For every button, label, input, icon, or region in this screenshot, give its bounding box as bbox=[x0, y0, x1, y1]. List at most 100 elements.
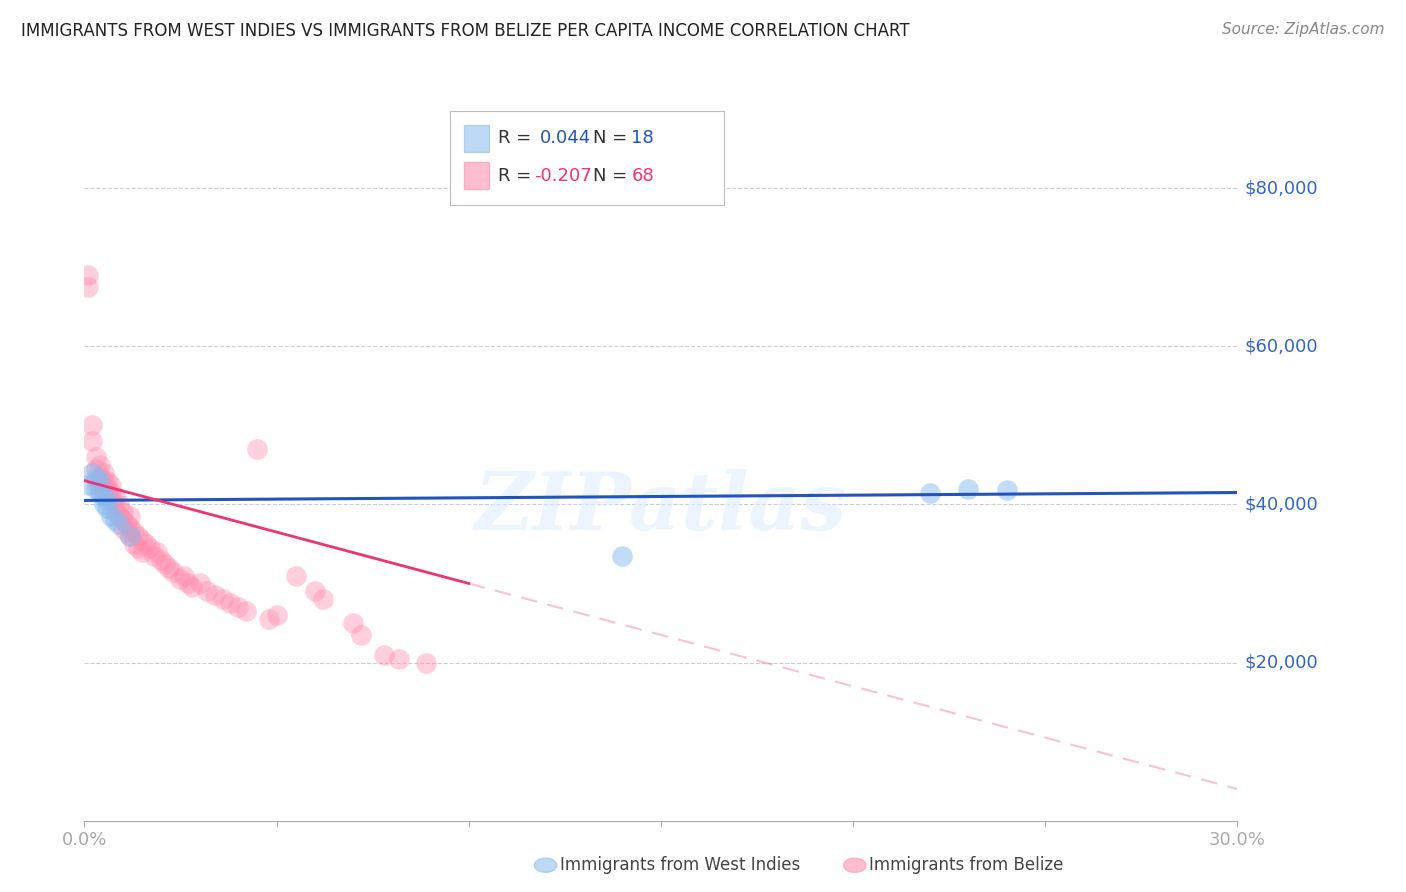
Point bbox=[120, 521, 142, 535]
Point bbox=[177, 576, 200, 591]
Point bbox=[115, 517, 138, 532]
Text: Immigrants from Belize: Immigrants from Belize bbox=[869, 856, 1063, 874]
Point bbox=[80, 418, 103, 433]
Point bbox=[612, 549, 634, 563]
Text: N =: N = bbox=[593, 167, 633, 185]
Point bbox=[188, 576, 211, 591]
Point bbox=[957, 482, 980, 496]
Point bbox=[104, 505, 127, 519]
Point bbox=[157, 560, 180, 574]
Point bbox=[342, 615, 364, 630]
Text: R =: R = bbox=[498, 167, 537, 185]
Point bbox=[111, 513, 134, 527]
Point bbox=[96, 501, 118, 516]
Point bbox=[96, 474, 118, 488]
Point bbox=[415, 656, 437, 670]
Point bbox=[173, 568, 195, 582]
Text: $80,000: $80,000 bbox=[1244, 179, 1317, 197]
Point bbox=[146, 545, 169, 559]
Text: IMMIGRANTS FROM WEST INDIES VS IMMIGRANTS FROM BELIZE PER CAPITA INCOME CORRELAT: IMMIGRANTS FROM WEST INDIES VS IMMIGRANT… bbox=[21, 22, 910, 40]
Point bbox=[257, 612, 280, 626]
Point bbox=[111, 505, 134, 519]
Point bbox=[93, 482, 115, 496]
Point bbox=[89, 485, 111, 500]
Point bbox=[120, 509, 142, 524]
Point bbox=[150, 552, 173, 567]
Point bbox=[80, 466, 103, 480]
Point bbox=[111, 521, 134, 535]
Point bbox=[211, 592, 233, 607]
Point bbox=[84, 474, 107, 488]
Point bbox=[131, 533, 153, 547]
Point bbox=[153, 557, 176, 571]
Point bbox=[235, 604, 257, 618]
Point bbox=[204, 588, 226, 602]
Point bbox=[77, 477, 100, 491]
Point bbox=[120, 529, 142, 543]
Point bbox=[93, 466, 115, 480]
Text: Source: ZipAtlas.com: Source: ZipAtlas.com bbox=[1222, 22, 1385, 37]
Point bbox=[127, 529, 149, 543]
Point bbox=[219, 596, 242, 610]
Text: $60,000: $60,000 bbox=[1244, 337, 1317, 355]
Point bbox=[89, 469, 111, 483]
Point bbox=[108, 509, 131, 524]
Text: ZIPatlas: ZIPatlas bbox=[475, 469, 846, 546]
Point bbox=[100, 509, 122, 524]
Point bbox=[181, 581, 204, 595]
Point bbox=[89, 474, 111, 488]
Point bbox=[77, 280, 100, 294]
Point bbox=[108, 497, 131, 511]
Point bbox=[77, 268, 100, 282]
Point bbox=[96, 493, 118, 508]
Point bbox=[100, 477, 122, 491]
Point bbox=[108, 517, 131, 532]
Point bbox=[89, 458, 111, 472]
Point bbox=[80, 434, 103, 449]
Point bbox=[142, 549, 165, 563]
Text: N =: N = bbox=[593, 129, 633, 147]
Point bbox=[93, 497, 115, 511]
Point bbox=[995, 483, 1018, 498]
Point bbox=[918, 485, 941, 500]
Text: -0.207: -0.207 bbox=[534, 167, 592, 185]
Point bbox=[169, 573, 191, 587]
Text: Immigrants from West Indies: Immigrants from West Indies bbox=[560, 856, 800, 874]
Text: $20,000: $20,000 bbox=[1244, 654, 1317, 672]
Point bbox=[246, 442, 269, 456]
Text: 18: 18 bbox=[631, 129, 654, 147]
Point bbox=[373, 648, 395, 662]
Point bbox=[84, 482, 107, 496]
Point bbox=[131, 545, 153, 559]
Point bbox=[124, 524, 146, 539]
Point bbox=[96, 482, 118, 496]
Point bbox=[266, 608, 288, 623]
Point bbox=[100, 493, 122, 508]
Point bbox=[138, 541, 160, 555]
Point bbox=[104, 497, 127, 511]
Point bbox=[104, 490, 127, 504]
Point bbox=[120, 529, 142, 543]
Point bbox=[226, 600, 249, 615]
Point bbox=[311, 592, 333, 607]
Point bbox=[388, 651, 411, 665]
Text: 0.044: 0.044 bbox=[540, 129, 591, 147]
Point bbox=[93, 474, 115, 488]
Point bbox=[284, 568, 307, 582]
Point bbox=[115, 524, 138, 539]
Point bbox=[96, 490, 118, 504]
Text: R =: R = bbox=[498, 129, 537, 147]
Text: $40,000: $40,000 bbox=[1244, 495, 1317, 514]
Point bbox=[93, 490, 115, 504]
Point bbox=[135, 537, 157, 551]
Point bbox=[100, 485, 122, 500]
Point bbox=[104, 513, 127, 527]
Point bbox=[350, 628, 373, 642]
Point bbox=[89, 482, 111, 496]
Point bbox=[304, 584, 326, 599]
Point bbox=[124, 537, 146, 551]
Point bbox=[127, 541, 149, 555]
Point bbox=[84, 462, 107, 476]
Point bbox=[84, 450, 107, 464]
Point bbox=[195, 584, 218, 599]
